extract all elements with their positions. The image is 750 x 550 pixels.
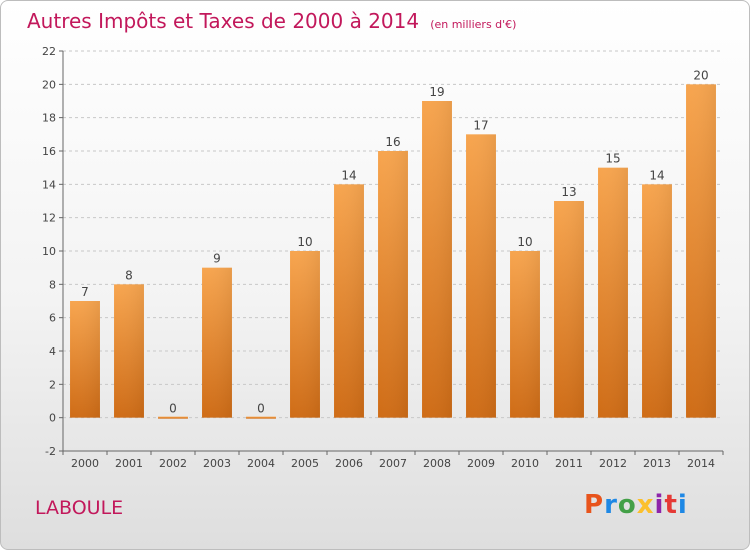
x-tick-label-2006: 2006 — [335, 457, 363, 470]
x-tick-label-2002: 2002 — [159, 457, 187, 470]
y-tick-label: 18 — [42, 112, 56, 125]
x-tick-label-2011: 2011 — [555, 457, 583, 470]
y-tick-label: 20 — [42, 78, 56, 91]
data-label-2009: 17 — [473, 118, 488, 132]
logo-letter: i — [677, 490, 688, 520]
data-label-2004: 0 — [257, 402, 265, 416]
y-tick-label: 14 — [42, 178, 56, 191]
y-tick-label: 2 — [49, 378, 56, 391]
bar-shade — [290, 251, 320, 418]
data-label-2008: 19 — [429, 85, 444, 99]
data-label-2006: 14 — [341, 168, 356, 182]
proxiti-logo[interactable]: Proxiti — [584, 490, 688, 520]
bar-2004[interactable] — [246, 416, 276, 419]
bar-shade — [466, 134, 496, 418]
bar-shade — [422, 101, 452, 418]
y-tick-label: 10 — [42, 245, 56, 258]
bar-shade — [202, 267, 232, 418]
bar-shade — [598, 167, 628, 418]
x-tick-label-2003: 2003 — [203, 457, 231, 470]
x-tick-label-2007: 2007 — [379, 457, 407, 470]
x-tick-label-2010: 2010 — [511, 457, 539, 470]
data-label-2013: 14 — [649, 168, 664, 182]
bar-shade — [510, 251, 540, 418]
data-label-2007: 16 — [385, 135, 400, 149]
bar-2002[interactable] — [158, 416, 188, 419]
y-tick-label: 16 — [42, 145, 56, 158]
y-tick-label: 22 — [42, 45, 56, 58]
logo-letter: i — [654, 490, 665, 520]
logo-letter: o — [617, 490, 637, 520]
bar-shade — [70, 301, 100, 418]
logo-letter: t — [664, 490, 678, 520]
x-tick-label-2008: 2008 — [423, 457, 451, 470]
data-label-2003: 9 — [213, 252, 221, 266]
bar-shade — [114, 284, 144, 418]
bar-shade — [378, 151, 408, 418]
bar-shade — [686, 84, 716, 418]
data-label-2005: 10 — [297, 235, 312, 249]
x-tick-label-2001: 2001 — [115, 457, 143, 470]
y-tick-label: 12 — [42, 212, 56, 225]
y-tick-label: 6 — [49, 312, 56, 325]
data-label-2011: 13 — [561, 185, 576, 199]
y-tick-label: 0 — [49, 412, 56, 425]
x-tick-label-2005: 2005 — [291, 457, 319, 470]
x-tick-label-2012: 2012 — [599, 457, 627, 470]
logo-letter: x — [636, 490, 655, 520]
bar-shade — [554, 201, 584, 418]
chart-subtitle: (en milliers d'€) — [430, 18, 517, 31]
x-tick-label-2000: 2000 — [71, 457, 99, 470]
bar-shade — [642, 184, 672, 418]
logo-letter: r — [604, 490, 618, 520]
bar-shade — [334, 184, 364, 418]
x-tick-label-2004: 2004 — [247, 457, 275, 470]
y-tick-label: -2 — [45, 445, 56, 458]
chart-title-block: Autres Impôts et Taxes de 2000 à 2014 (e… — [27, 9, 516, 33]
commune-name: LABOULE — [35, 497, 124, 519]
data-label-2000: 7 — [81, 285, 89, 299]
data-label-2010: 10 — [517, 235, 532, 249]
x-tick-label-2014: 2014 — [687, 457, 715, 470]
bars: 7 8 0 9 0 10 14 16 19 17 10 13 15 14 20 — [70, 68, 716, 419]
x-tick-label-2009: 2009 — [467, 457, 495, 470]
y-tick-label: 4 — [49, 345, 56, 358]
chart-title: Autres Impôts et Taxes de 2000 à 2014 — [27, 9, 420, 33]
data-label-2014: 20 — [693, 68, 708, 82]
y-tick-label: 8 — [49, 278, 56, 291]
x-tick-label-2013: 2013 — [643, 457, 671, 470]
data-label-2001: 8 — [125, 268, 133, 282]
data-label-2002: 0 — [169, 402, 177, 416]
logo-letter: P — [584, 490, 605, 520]
data-label-2012: 15 — [605, 152, 620, 166]
